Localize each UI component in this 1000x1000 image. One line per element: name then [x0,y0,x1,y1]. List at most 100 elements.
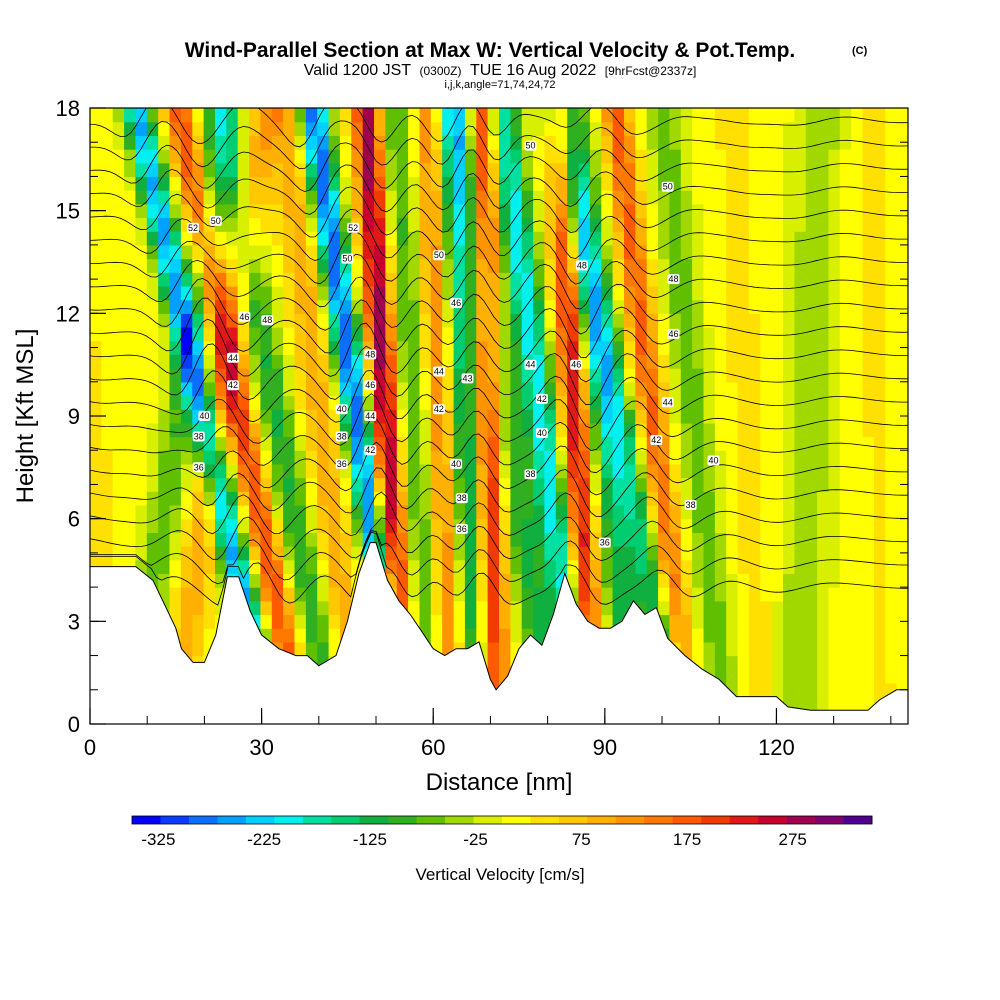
w-cell [453,600,466,616]
w-cell [783,108,795,123]
w-cell [419,244,432,260]
w-cell [499,505,511,520]
w-cell [646,463,659,479]
w-cell [249,395,262,410]
w-cell [714,587,727,602]
w-cell [760,135,773,150]
contour-label: 48 [667,274,680,285]
w-cell [862,203,875,219]
w-cell [396,491,409,506]
w-cell [839,231,852,246]
w-cell [783,409,795,424]
w-cell [885,149,898,164]
w-cell [499,395,511,410]
w-cell [771,135,784,150]
w-cell [703,381,716,397]
w-cell [544,491,557,506]
w-cell [862,614,875,629]
contour-label: 50 [209,215,222,226]
w-cell [669,217,682,232]
w-cell [419,135,432,150]
w-cell [851,108,864,123]
w-cell [499,600,511,616]
w-cell [851,532,864,547]
w-cell [169,381,182,397]
colorbar-swatch [274,816,304,824]
w-cell [680,381,693,397]
w-cell [578,149,591,164]
w-cell [419,395,432,410]
w-cell [669,368,682,383]
w-cell [408,436,421,451]
w-cell [339,573,352,588]
theta-contour [90,164,908,215]
w-cell [578,299,591,314]
w-cell [896,532,908,547]
w-cell [726,231,739,246]
w-cell [544,149,557,164]
w-cell [589,422,602,438]
w-cell [328,587,341,602]
w-cell [885,409,898,424]
w-cell [726,669,739,684]
theta-contour [90,393,908,451]
w-cell [567,395,580,410]
w-cell [805,244,818,260]
w-cell [839,313,852,328]
w-cell [362,176,375,191]
w-cell [533,477,546,492]
w-cell [737,628,750,643]
w-cell [283,381,296,397]
w-cell [237,299,250,314]
w-cell [692,381,705,397]
w-cell [589,587,602,602]
w-cell [578,286,591,301]
w-cell [351,477,364,492]
w-cell [521,176,534,191]
w-cell [135,272,148,287]
w-cell [237,327,250,342]
w-cell [385,368,398,383]
w-cell [249,217,262,232]
w-cell [351,518,364,533]
w-cell [203,190,216,205]
w-cell [692,121,705,136]
w-cell [726,327,739,342]
w-cell [760,354,773,369]
w-cell [124,244,137,260]
w-cell [567,381,580,397]
w-cell [476,286,489,301]
w-cell [215,231,227,246]
w-cell [499,381,511,397]
w-cell [680,162,693,178]
w-cell [771,491,784,506]
w-cell [135,231,148,246]
w-cell [317,272,330,287]
w-cell [555,368,568,383]
w-cell [851,463,864,479]
w-cell [237,354,250,369]
w-cell [862,655,875,670]
w-cell [726,203,739,219]
w-cell [305,354,318,369]
w-cell [828,436,841,451]
w-cell [283,505,296,520]
w-cell [305,505,318,520]
w-cell [283,203,296,219]
w-cell [851,573,864,588]
w-cell [612,354,625,369]
w-cell [748,546,761,561]
w-cell [612,559,625,574]
w-cell [396,422,409,438]
w-cell [374,436,386,451]
w-cell [726,162,739,178]
w-cell [476,505,489,520]
w-cell [544,477,557,492]
w-cell [396,286,409,301]
contour-label: 42 [227,380,239,391]
w-cell [692,217,705,232]
w-cell [453,244,466,260]
w-cell [817,505,830,520]
w-cell [271,162,284,178]
w-cell [226,121,239,136]
